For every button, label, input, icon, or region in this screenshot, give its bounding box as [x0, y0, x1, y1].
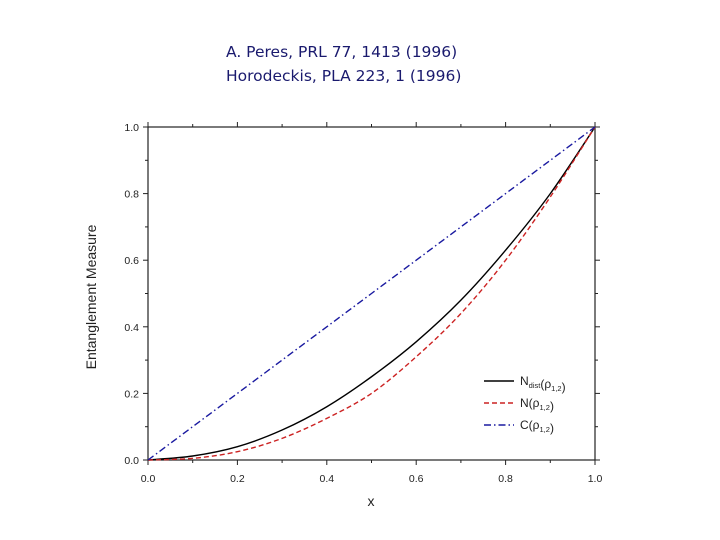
x-tick-label: 0.4	[319, 473, 334, 485]
legend-entry-2: C(ρ1,2)	[520, 418, 554, 435]
series-line-2	[147, 126, 596, 461]
references-block: A. Peres, PRL 77, 1413 (1996) Horodeckis…	[226, 40, 461, 88]
y-tick-label: 0.2	[124, 388, 139, 400]
x-tick-label: 1.0	[588, 473, 603, 485]
y-tick-label: 0.4	[124, 322, 139, 334]
x-tick-label: 0.8	[498, 473, 513, 485]
y-tick-label: 1.0	[124, 122, 139, 134]
y-tick-label: 0.0	[124, 455, 139, 467]
reference-horodeckis: Horodeckis, PLA 223, 1 (1996)	[226, 67, 462, 85]
x-tick-label: 0.2	[230, 473, 245, 485]
x-tick-label: 0.0	[141, 473, 156, 485]
axis-tick-labels: 0.0 0.2 0.4 0.6 0.8 1.0 0.0 0.2 0.4 0.6 0.8 1.0	[124, 122, 602, 485]
legend-entry-0: Ndist(ρ1,2)	[520, 374, 566, 394]
reference-peres: A. Peres, PRL 77, 1413 (1996)	[226, 43, 458, 61]
series-line-0	[147, 126, 596, 461]
x-axis-label: x	[368, 493, 375, 509]
series-line-1	[147, 126, 596, 461]
y-axis-label: Entanglement Measure	[83, 224, 99, 369]
axis-ticks	[143, 122, 600, 465]
series-lines	[147, 126, 596, 461]
y-tick-label: 0.8	[124, 189, 139, 201]
x-tick-label: 0.6	[409, 473, 424, 485]
legend-entry-1: N(ρ1,2)	[520, 396, 554, 413]
legend: Ndist(ρ1,2) N(ρ1,2) C(ρ1,2)	[484, 374, 566, 435]
y-tick-label: 0.6	[124, 255, 139, 267]
